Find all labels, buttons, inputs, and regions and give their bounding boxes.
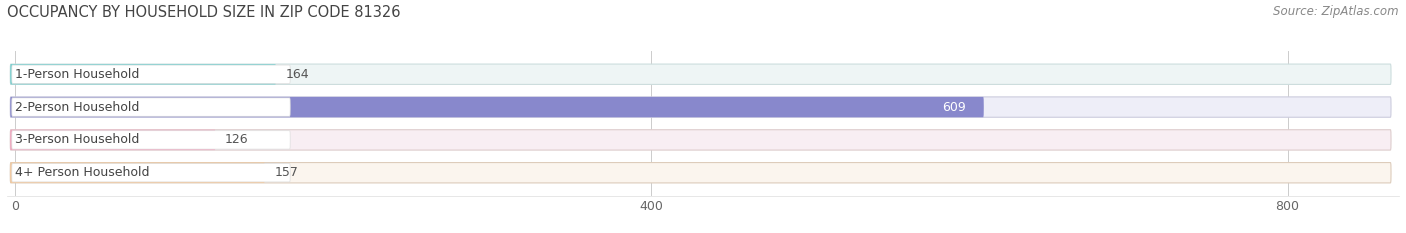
FancyBboxPatch shape: [11, 98, 290, 116]
Text: 126: 126: [225, 134, 249, 146]
FancyBboxPatch shape: [10, 97, 1391, 117]
FancyBboxPatch shape: [10, 163, 264, 183]
Text: Source: ZipAtlas.com: Source: ZipAtlas.com: [1274, 5, 1399, 18]
Text: 164: 164: [285, 68, 309, 81]
FancyBboxPatch shape: [10, 130, 1391, 150]
Text: OCCUPANCY BY HOUSEHOLD SIZE IN ZIP CODE 81326: OCCUPANCY BY HOUSEHOLD SIZE IN ZIP CODE …: [7, 5, 401, 20]
FancyBboxPatch shape: [11, 131, 290, 149]
Text: 4+ Person Household: 4+ Person Household: [15, 166, 149, 179]
Text: 609: 609: [942, 101, 966, 113]
FancyBboxPatch shape: [11, 164, 290, 182]
Text: 1-Person Household: 1-Person Household: [15, 68, 139, 81]
Text: 3-Person Household: 3-Person Household: [15, 134, 139, 146]
FancyBboxPatch shape: [10, 97, 984, 117]
FancyBboxPatch shape: [11, 65, 290, 83]
FancyBboxPatch shape: [10, 64, 276, 84]
Text: 2-Person Household: 2-Person Household: [15, 101, 139, 113]
FancyBboxPatch shape: [10, 163, 1391, 183]
FancyBboxPatch shape: [10, 130, 215, 150]
FancyBboxPatch shape: [10, 64, 1391, 84]
Text: 157: 157: [274, 166, 298, 179]
